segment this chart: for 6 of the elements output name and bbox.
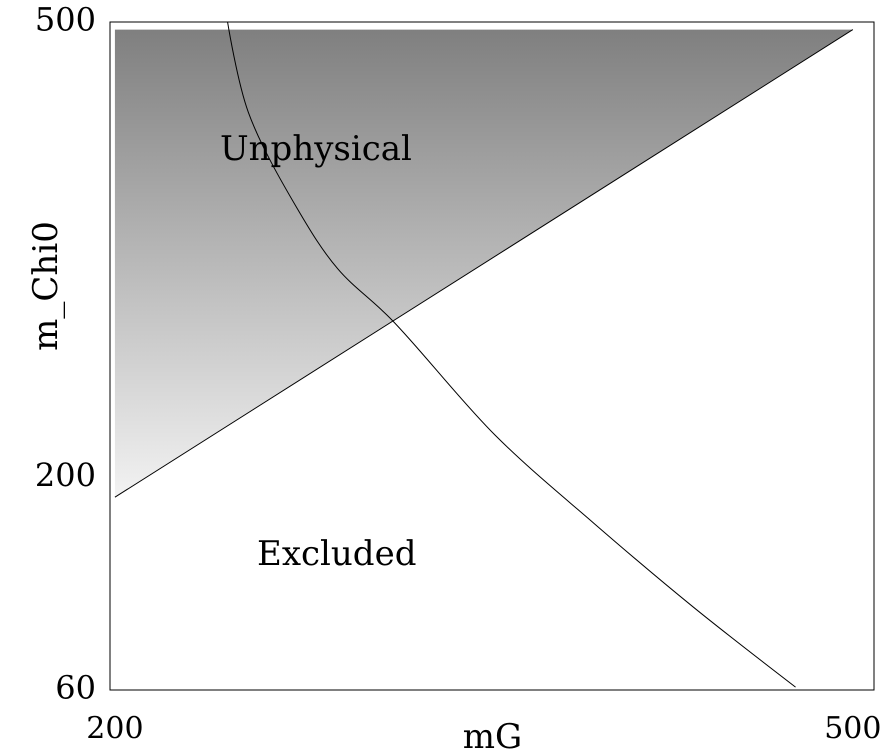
y-tick-label: 500: [34, 0, 96, 38]
y-tick-label: 60: [55, 668, 96, 706]
y-tick-label: 200: [34, 456, 96, 494]
x-axis-title: mG: [462, 717, 522, 751]
annotation: Excluded: [257, 534, 416, 574]
y-axis-title: m_Chi0: [26, 221, 66, 351]
